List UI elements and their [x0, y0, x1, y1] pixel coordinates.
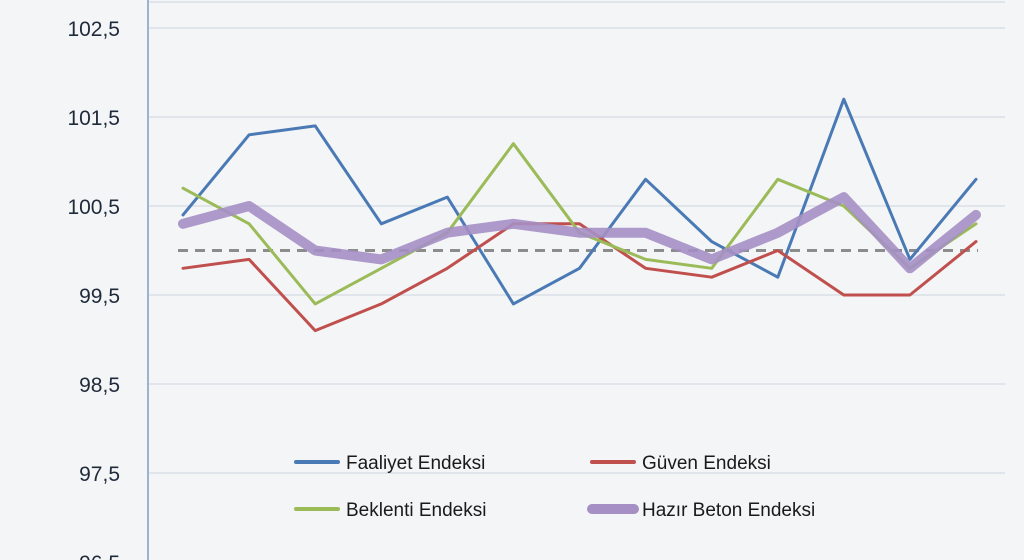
legend-label-4: Hazır Beton Endeksi	[642, 500, 815, 521]
y-tick-label: 99,5	[79, 285, 120, 308]
series-line-4	[178, 192, 981, 274]
legend-label-2: Güven Endeksi	[642, 453, 771, 474]
y-tick-label: 101,5	[67, 107, 120, 130]
y-tick-label: 98,5	[79, 374, 120, 397]
y-tick-label: 96,5	[79, 552, 120, 560]
legend-label-1: Faaliyet Endeksi	[346, 453, 485, 474]
y-tick-label: 100,5	[67, 196, 120, 219]
series-line-1	[181, 97, 978, 306]
y-tick-label: 102,5	[67, 18, 120, 41]
y-tick-label: 97,5	[79, 463, 120, 486]
series-line-2	[181, 222, 978, 333]
legend-label-3: Beklenti Endeksi	[346, 500, 486, 521]
